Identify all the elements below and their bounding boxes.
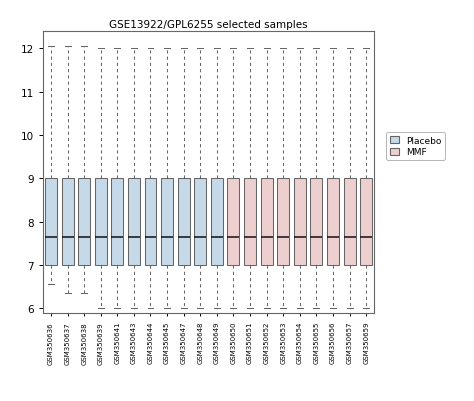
PathPatch shape bbox=[178, 179, 190, 265]
PathPatch shape bbox=[277, 179, 289, 265]
PathPatch shape bbox=[161, 179, 173, 265]
PathPatch shape bbox=[78, 179, 90, 265]
PathPatch shape bbox=[310, 179, 322, 265]
Legend: Placebo, MMF: Placebo, MMF bbox=[386, 133, 445, 161]
PathPatch shape bbox=[95, 179, 107, 265]
PathPatch shape bbox=[261, 179, 273, 265]
PathPatch shape bbox=[360, 179, 372, 265]
PathPatch shape bbox=[128, 179, 140, 265]
PathPatch shape bbox=[145, 179, 156, 265]
PathPatch shape bbox=[45, 179, 57, 265]
PathPatch shape bbox=[111, 179, 123, 265]
PathPatch shape bbox=[228, 179, 239, 265]
PathPatch shape bbox=[194, 179, 206, 265]
PathPatch shape bbox=[344, 179, 356, 265]
PathPatch shape bbox=[244, 179, 256, 265]
PathPatch shape bbox=[294, 179, 306, 265]
PathPatch shape bbox=[211, 179, 223, 265]
PathPatch shape bbox=[327, 179, 339, 265]
PathPatch shape bbox=[62, 179, 73, 265]
Title: GSE13922/GPL6255 selected samples: GSE13922/GPL6255 selected samples bbox=[109, 20, 308, 30]
